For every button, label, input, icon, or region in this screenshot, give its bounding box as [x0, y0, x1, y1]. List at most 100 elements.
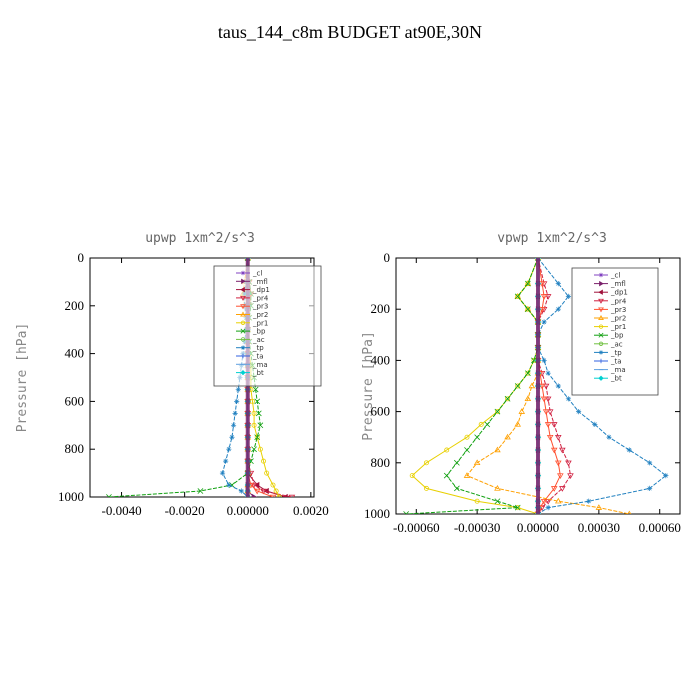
legend-label: _cl	[610, 272, 620, 280]
legend-item: _bt	[236, 369, 264, 377]
series-line	[466, 258, 630, 514]
data-point	[269, 494, 277, 497]
data-point	[565, 396, 572, 402]
data-point	[251, 422, 257, 428]
legend-marker	[240, 337, 246, 342]
data-point	[257, 422, 264, 429]
y-tick-label: 400	[371, 352, 391, 367]
data-point	[251, 446, 257, 453]
y-tick-label: 600	[65, 393, 85, 408]
data-point	[270, 482, 276, 488]
series-pr1	[409, 258, 541, 514]
data-point	[524, 306, 531, 313]
legend-label: _pr4	[610, 297, 627, 305]
data-point	[409, 473, 415, 479]
legend-box	[571, 267, 659, 396]
data-point	[255, 410, 262, 417]
legend-label: _dp1	[252, 286, 270, 294]
data-point	[555, 281, 561, 287]
data-point	[544, 498, 552, 505]
panel-2: vpwp 1xm^2/s^3 Pressure [hPa] 0 200 400 600 80…	[361, 231, 681, 535]
legend-label: _ac	[252, 336, 265, 344]
legend-item: _bt	[594, 375, 622, 383]
panel-title: upwp 1xm^2/s^3	[145, 231, 255, 246]
data-point	[504, 395, 511, 402]
legend-marker	[598, 307, 604, 313]
data-point	[541, 357, 547, 363]
data-point	[524, 280, 531, 287]
legend-item: _ma	[236, 361, 268, 369]
panel-1: upwp 1xm^2/s^3 Pressure [hPa] 0 200 400 600 80…	[15, 231, 329, 518]
data-point	[252, 386, 259, 393]
legend-label: _pr3	[252, 303, 268, 311]
y-tick-label: 600	[371, 404, 391, 419]
data-point	[260, 488, 267, 495]
data-point	[565, 460, 572, 467]
data-point	[542, 409, 550, 415]
data-point	[494, 409, 500, 415]
legend-marker	[240, 311, 246, 317]
legend-item: _pr1	[594, 323, 626, 331]
legend: _cl_mfl_dp1_pr4_pr3_pr2_pr1_bp_ac_tp_ta_…	[571, 267, 659, 396]
data-point	[663, 473, 669, 479]
data-point	[484, 421, 491, 428]
legend-marker	[240, 320, 246, 325]
data-point	[288, 494, 296, 497]
data-point	[546, 434, 554, 441]
data-point	[514, 383, 521, 389]
legend-item: _bp	[594, 332, 624, 340]
data-point	[528, 382, 536, 389]
data-point	[627, 510, 632, 514]
legend-item: _bp	[236, 328, 266, 336]
legend-item: _ta	[594, 358, 622, 366]
data-point	[515, 383, 521, 389]
series-line	[537, 258, 561, 514]
y-tick-label: 800	[371, 455, 391, 470]
data-point	[550, 422, 558, 428]
data-point	[592, 421, 598, 427]
data-point	[257, 446, 263, 452]
legend-item: _pr4	[236, 294, 269, 302]
data-point	[626, 447, 632, 453]
data-point	[463, 472, 471, 478]
data-point	[223, 458, 229, 464]
x-tick-label: 0.00000	[517, 520, 559, 535]
legend-label: _ta	[252, 353, 264, 361]
legend-item: _cl	[236, 270, 262, 278]
legend-label: _pr1	[252, 319, 268, 327]
data-point	[538, 383, 546, 390]
legend-marker	[598, 341, 604, 346]
legend-label: _dp1	[610, 289, 628, 297]
y-tick-label: 400	[65, 346, 85, 361]
data-point	[567, 473, 574, 479]
legend-label: _mfl	[610, 280, 626, 288]
legend-item: _pr3	[594, 306, 626, 314]
series-tp	[535, 258, 669, 514]
data-point	[504, 433, 511, 440]
data-point	[559, 447, 566, 454]
data-point	[494, 485, 501, 491]
legend-label: _pr2	[252, 311, 268, 319]
data-point	[565, 293, 572, 299]
legend-label: _ac	[610, 340, 623, 348]
data-point	[518, 408, 526, 414]
data-point	[261, 458, 267, 464]
y-tick-label: 0	[384, 250, 391, 265]
data-point	[544, 294, 552, 300]
legend-label: _bt	[252, 369, 264, 377]
x-tick-label: 0.00030	[578, 520, 620, 535]
x-tick-label: 0.00000	[227, 503, 269, 518]
data-point	[403, 511, 410, 514]
data-point	[544, 422, 552, 428]
legend-item: _pr4	[594, 297, 627, 305]
data-point	[554, 434, 562, 441]
legend-label: _ma	[252, 361, 268, 369]
data-point	[514, 421, 522, 427]
legend-marker	[240, 270, 246, 276]
legend-marker	[598, 375, 604, 381]
data-point	[254, 434, 260, 440]
data-point	[273, 488, 279, 494]
data-point	[443, 472, 450, 479]
data-point	[474, 498, 480, 504]
y-axis-label: Pressure [hPa]	[15, 323, 30, 433]
